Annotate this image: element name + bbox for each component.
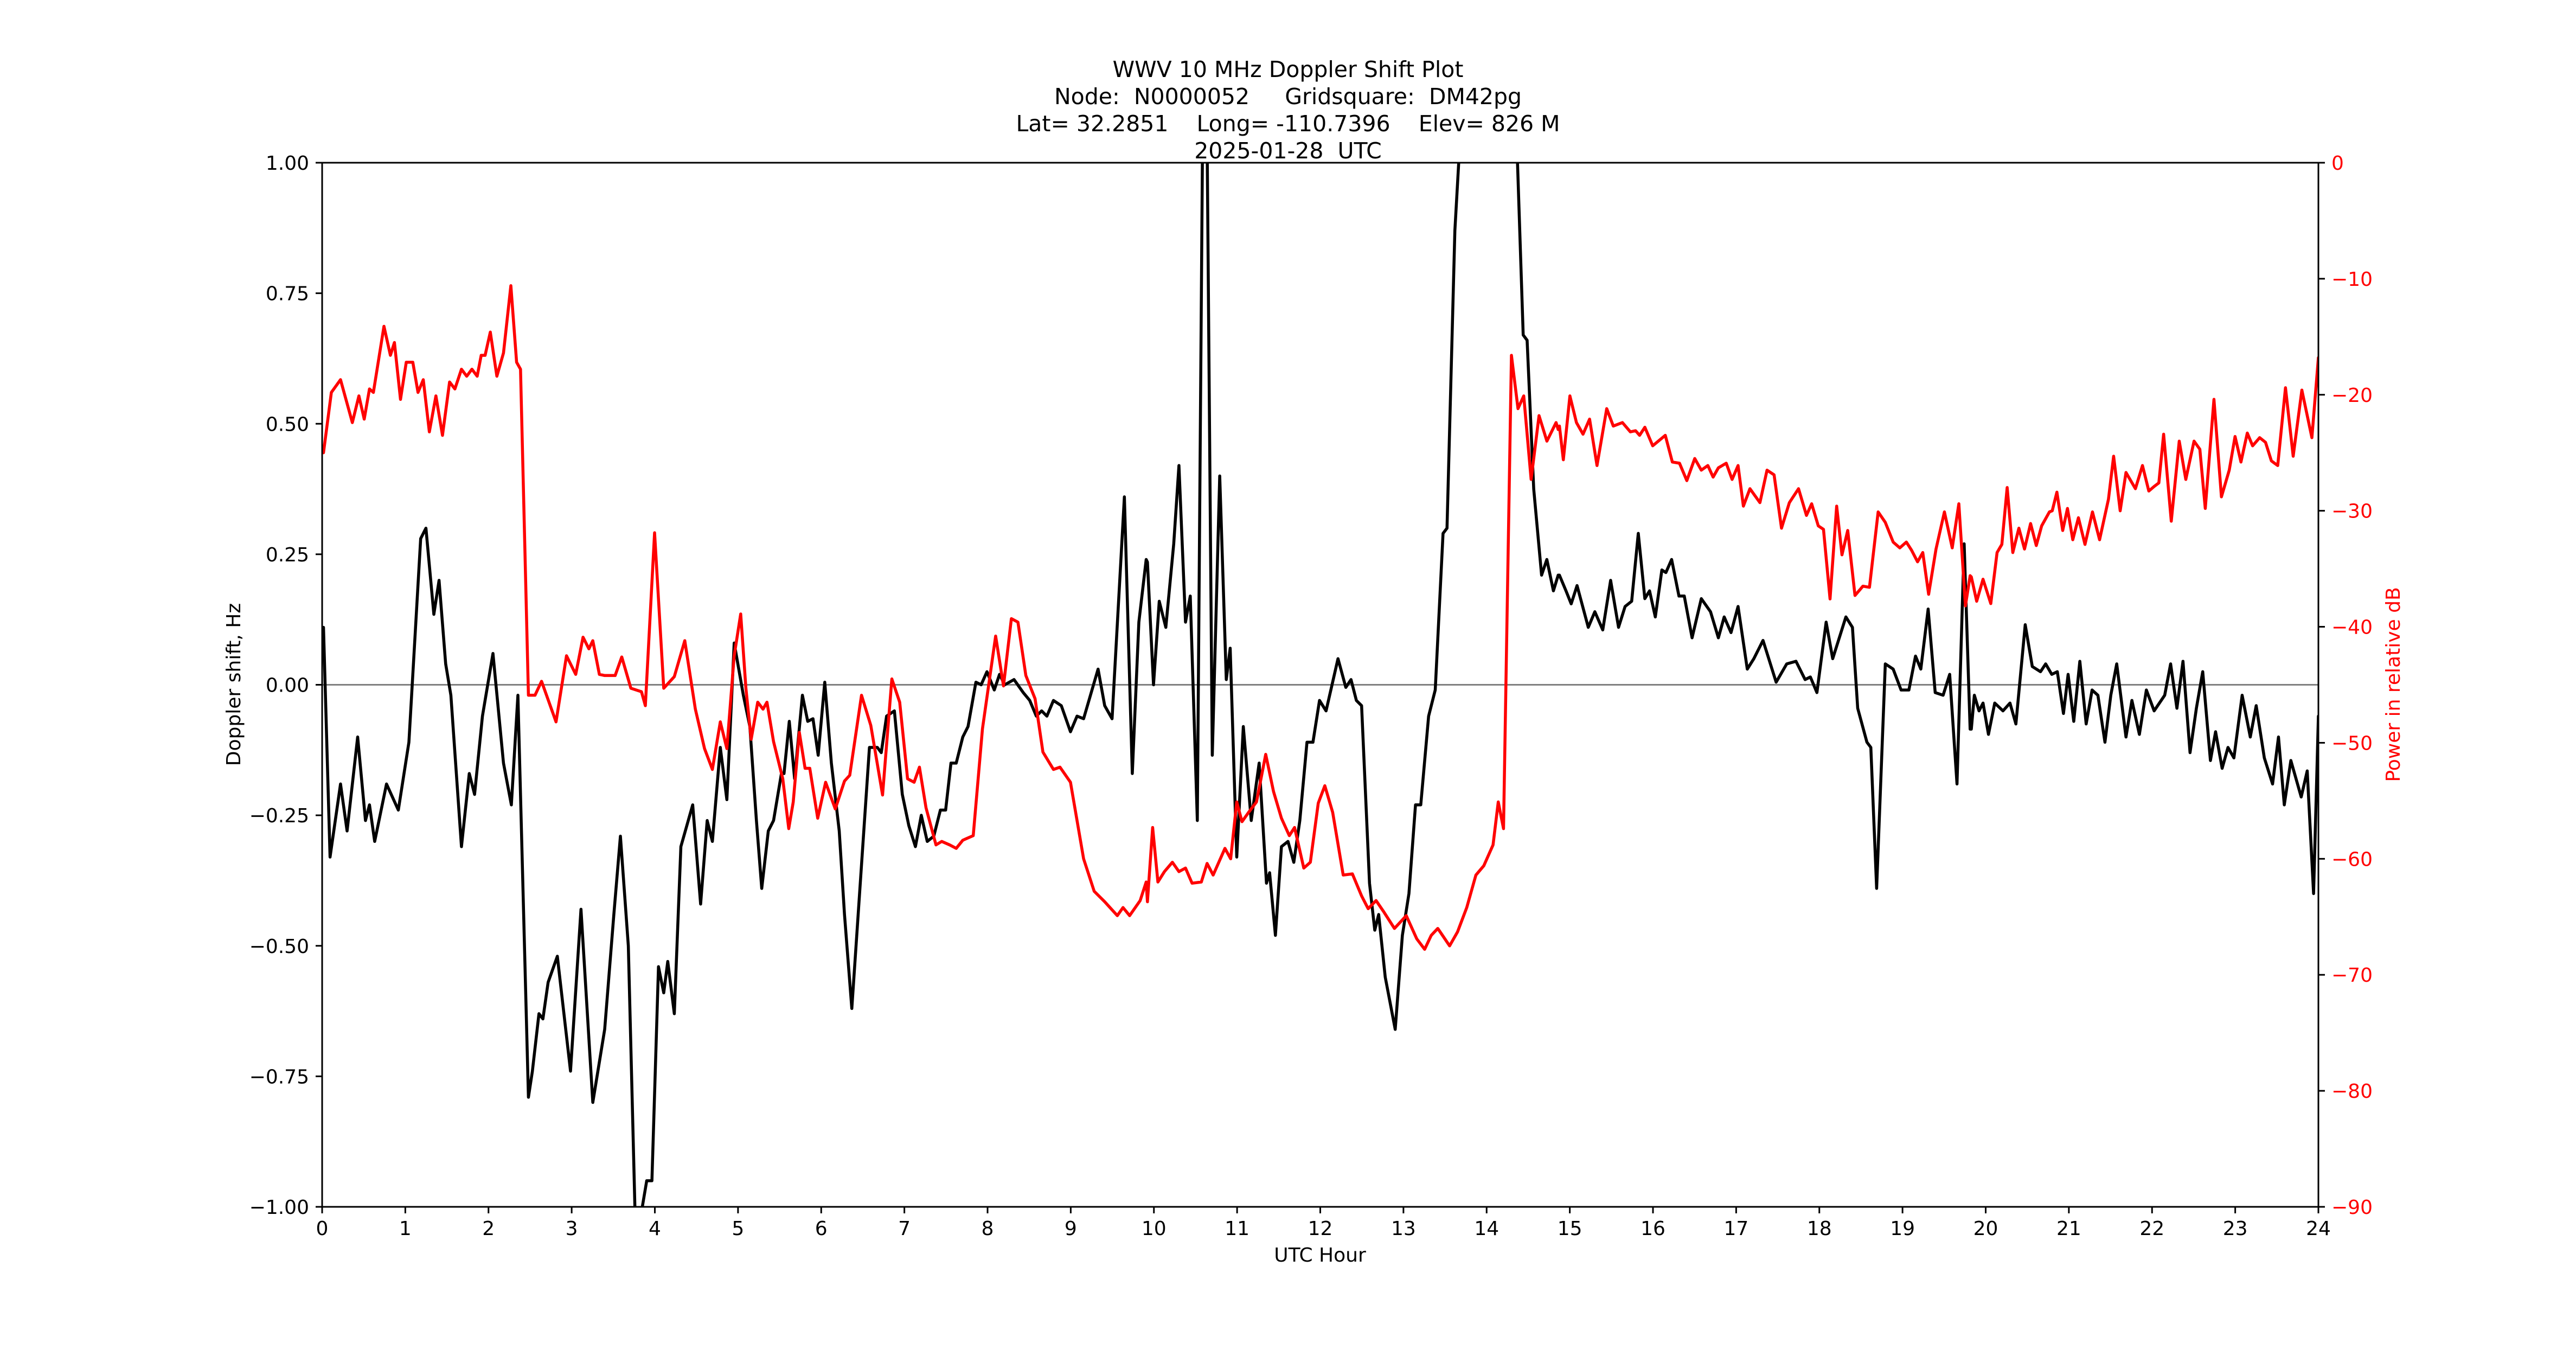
y2-axis-label: Power in relative dB <box>2382 587 2405 782</box>
title-line-1: WWV 10 MHz Doppler Shift Plot <box>1112 56 1464 82</box>
title-line-date: 2025-01-28 UTC <box>1194 138 1382 164</box>
x-tick-label: 13 <box>1391 1218 1416 1240</box>
x-axis: 0 1 2 3 4 5 6 7 8 9 10 11 12 13 14 15 16 17 18 19 20 21 22 23 24 <box>316 1207 2331 1240</box>
x-tick-label: 8 <box>982 1218 994 1240</box>
x-axis-label: UTC Hour <box>1274 1244 1366 1267</box>
x-tick-label: 23 <box>2223 1218 2248 1240</box>
y-tick-label: −0.25 <box>249 805 309 827</box>
y2-tick-label: −10 <box>2331 268 2373 291</box>
x-tick-label: 12 <box>1308 1218 1333 1240</box>
y-tick-label: 0.50 <box>266 413 309 436</box>
y2-tick-label: −90 <box>2331 1197 2373 1219</box>
y2-tick-label: −60 <box>2331 848 2373 871</box>
x-tick-label: 9 <box>1065 1218 1077 1240</box>
x-tick-label: 15 <box>1558 1218 1582 1240</box>
x-tick-label: 19 <box>1890 1218 1915 1240</box>
series-layer <box>322 163 2318 1207</box>
x-tick-label: 5 <box>732 1218 744 1240</box>
y2-tick-label: −40 <box>2331 617 2373 639</box>
x-tick-label: 11 <box>1225 1218 1249 1240</box>
y-tick-label: −0.50 <box>249 936 309 958</box>
doppler-series-line <box>322 163 2318 1207</box>
y-axis-left: 1.00 0.75 0.50 0.25 0.00 −0.25 −0.50 −0.75 −1.00 <box>249 152 322 1219</box>
x-tick-label: 10 <box>1142 1218 1167 1240</box>
y-tick-label: 0.75 <box>266 283 309 305</box>
x-tick-label: 21 <box>2056 1218 2081 1240</box>
x-tick-label: 2 <box>482 1218 495 1240</box>
power-series-line <box>322 284 2318 951</box>
y-tick-label: 0.00 <box>266 675 309 697</box>
x-tick-label: 20 <box>1973 1218 1998 1240</box>
y2-tick-label: −80 <box>2331 1080 2373 1103</box>
x-tick-label: 18 <box>1807 1218 1832 1240</box>
x-tick-label: 17 <box>1723 1218 1748 1240</box>
y-tick-label: −1.00 <box>249 1197 309 1219</box>
x-tick-label: 6 <box>815 1218 828 1240</box>
y2-tick-label: −30 <box>2331 501 2373 523</box>
x-tick-label: 16 <box>1641 1218 1665 1240</box>
y2-tick-label: −20 <box>2331 385 2373 407</box>
x-tick-label: 3 <box>566 1218 578 1240</box>
y-tick-label: 0.25 <box>266 544 309 566</box>
y-axis-label: Doppler shift, Hz <box>223 603 245 766</box>
x-tick-label: 24 <box>2306 1218 2331 1240</box>
x-tick-label: 0 <box>316 1218 329 1240</box>
x-tick-label: 14 <box>1474 1218 1499 1240</box>
y-tick-label: −0.75 <box>249 1066 309 1088</box>
title-line-node: Node: N0000052 Gridsquare: DM42pg <box>1054 84 1522 110</box>
y-tick-label: 1.00 <box>266 152 309 175</box>
x-tick-label: 22 <box>2139 1218 2164 1240</box>
y-axis-right: 0 −10 −20 −30 −40 −50 −60 −70 −80 −90 <box>2318 152 2373 1219</box>
chart-title: WWV 10 MHz Doppler Shift Plot Node: N000… <box>0 56 2576 164</box>
y2-tick-label: 0 <box>2331 152 2344 175</box>
y2-tick-label: −50 <box>2331 732 2373 754</box>
x-tick-label: 4 <box>649 1218 661 1240</box>
x-tick-label: 7 <box>898 1218 911 1240</box>
title-line-location: Lat= 32.2851 Long= -110.7396 Elev= 826 M <box>1016 111 1560 137</box>
y2-tick-label: −70 <box>2331 964 2373 987</box>
x-tick-label: 1 <box>399 1218 412 1240</box>
